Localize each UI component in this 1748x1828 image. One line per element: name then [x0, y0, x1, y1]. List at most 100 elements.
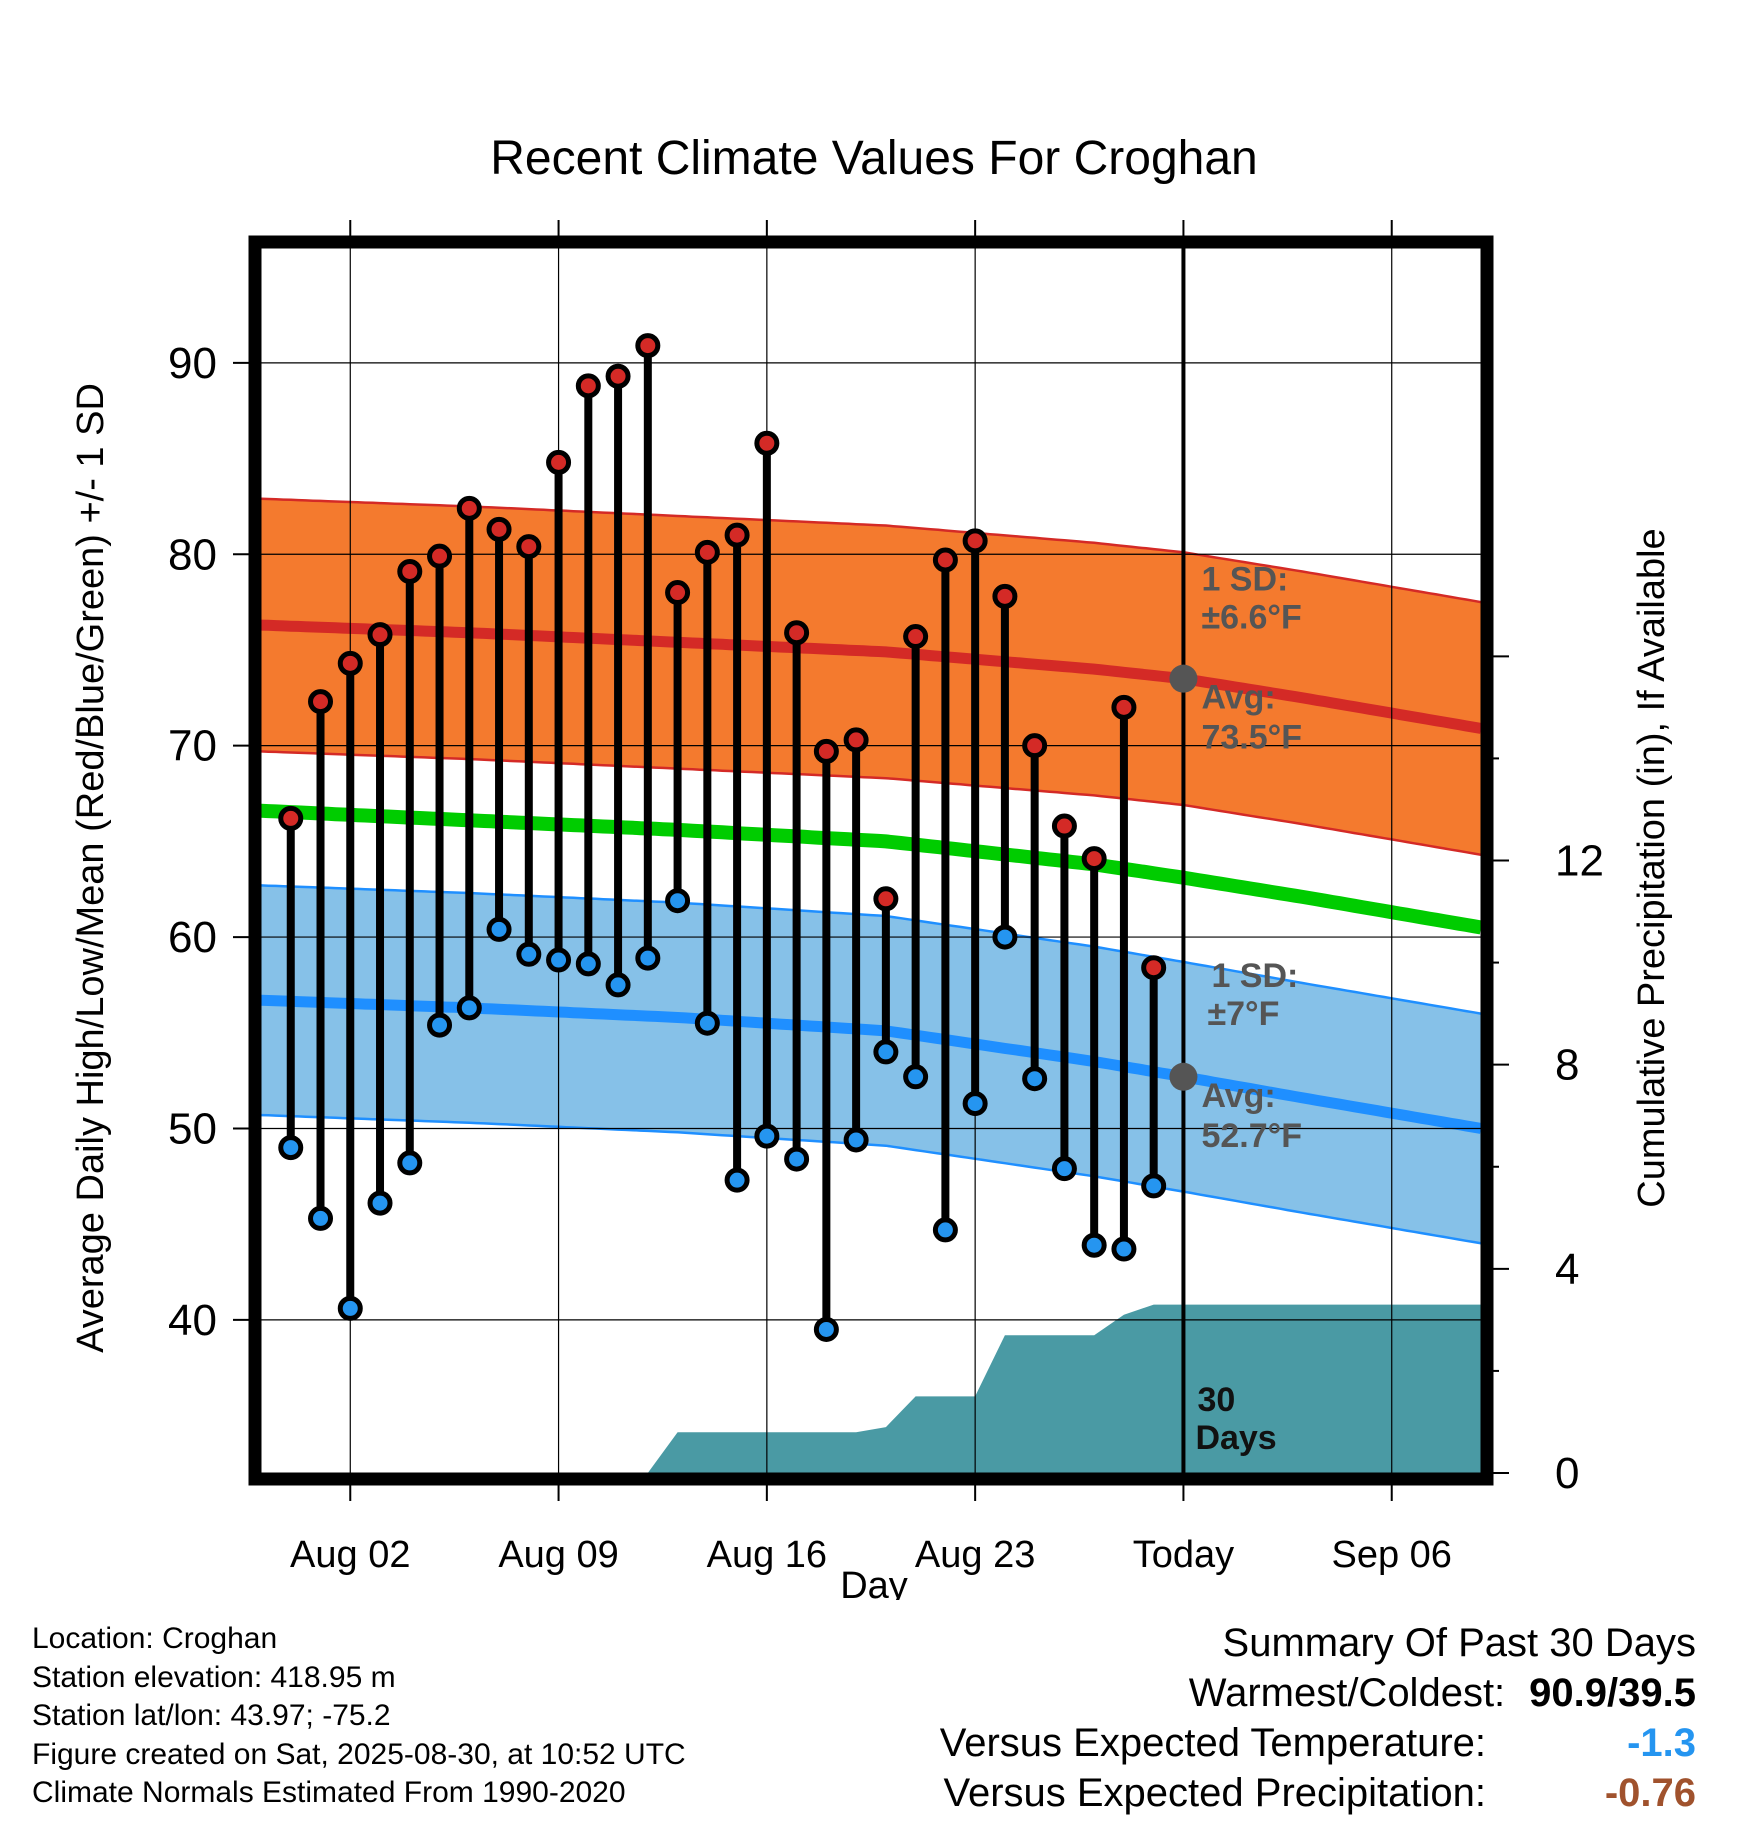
high-sd-value: ±6.6°F [1201, 599, 1301, 637]
daily-high-point [724, 522, 750, 548]
climate-chart: Recent Climate Values For Croghan 1 SD:±… [70, 132, 1673, 1600]
location-text: Location: Croghan [32, 1622, 278, 1655]
daily-high-point [843, 727, 869, 753]
created-text: Figure created on Sat, 2025-08-30, at 10… [32, 1737, 686, 1771]
low-avg-label: Avg: [1201, 1077, 1275, 1115]
left-tick-label-60: 60 [168, 913, 217, 962]
daily-high-point [575, 373, 601, 399]
daily-high-point [308, 689, 334, 715]
daily-high-point [665, 580, 691, 606]
daily-low-point [367, 1190, 393, 1216]
daily-low-point [932, 1217, 958, 1243]
right-tick-label-4: 4 [1555, 1245, 1579, 1294]
daily-high-point [367, 622, 393, 648]
warmest-coldest-label: Warmest/Coldest: [1188, 1671, 1506, 1715]
daily-high-point [427, 543, 453, 569]
x-tick-label: Aug 02 [290, 1534, 410, 1576]
daily-low-point [1111, 1236, 1137, 1262]
avg-mean-line [261, 803, 1481, 935]
daily-low-point [1022, 1066, 1048, 1092]
daily-high-point [962, 528, 988, 554]
y-axis-label-left: Average Daily High/Low/Mean (Red/Blue/Gr… [70, 383, 112, 1353]
daily-high-point [516, 534, 542, 560]
daily-high-point [605, 363, 631, 389]
daily-low-point [308, 1205, 334, 1231]
daily-low-point [427, 1012, 453, 1038]
latlon-text: Station lat/lon: 43.97; -75.2 [32, 1699, 391, 1732]
high-avg-label: Avg: [1201, 679, 1275, 717]
high-band [261, 498, 1481, 855]
daily-high-point [1081, 846, 1107, 872]
daily-high-point [278, 805, 304, 831]
x-tick-label: Today [1133, 1534, 1234, 1576]
daily-high-point [1141, 955, 1167, 981]
daily-low-point [337, 1295, 363, 1321]
low-sd-label: 1 SD: [1211, 957, 1298, 995]
daily-low-point [962, 1091, 988, 1117]
daily-low-point [724, 1167, 750, 1193]
right-tick-label-8: 8 [1555, 1041, 1579, 1090]
high-sd-label: 1 SD: [1201, 561, 1288, 599]
left-tick-label-40: 40 [168, 1296, 217, 1345]
daily-high-point [456, 495, 482, 521]
daily-low-point [665, 888, 691, 914]
daily-low-point [605, 972, 631, 998]
left-tick-label-90: 90 [168, 339, 217, 388]
daily-high-point [1111, 694, 1137, 720]
precip-days-word: Days [1195, 1419, 1276, 1457]
normals-text: Climate Normals Estimated From 1990-2020 [32, 1776, 626, 1809]
daily-high-point [813, 738, 839, 764]
x-axis-label: Day [840, 1565, 908, 1600]
high-avg-value: 73.5°F [1201, 719, 1302, 757]
daily-low-point [992, 924, 1018, 950]
precip-days-number: 30 [1197, 1381, 1235, 1419]
daily-low-point [843, 1127, 869, 1153]
daily-high-point [1051, 813, 1077, 839]
y-axis-label-right: Cumulative Precipitation (in), If Availa… [1631, 528, 1673, 1207]
right-tick-label-0: 0 [1555, 1449, 1579, 1498]
low-avg-value: 52.7°F [1201, 1117, 1302, 1155]
daily-high-point [337, 650, 363, 676]
daily-low-point [903, 1064, 929, 1090]
daily-high-point [635, 333, 661, 359]
x-tick-label: Sep 06 [1332, 1534, 1452, 1576]
precip-value: -0.76 [1604, 1771, 1696, 1815]
daily-high-point [486, 516, 512, 542]
daily-low-point [456, 995, 482, 1021]
daily-low-point [694, 1010, 720, 1036]
x-tick-label: Aug 16 [707, 1534, 827, 1576]
left-tick-label-70: 70 [168, 722, 217, 771]
daily-low-point [1051, 1156, 1077, 1182]
low-band-upper-edge [261, 884, 1481, 1015]
daily-low-point [813, 1316, 839, 1342]
precipitation-area [647, 1304, 1481, 1473]
plot-content [261, 248, 1481, 1473]
summary-temperature: Versus Expected Temperature: -1.3 [940, 1718, 1696, 1768]
daily-high-point [784, 620, 810, 646]
daily-high-point [903, 624, 929, 650]
high-band-lower-edge [261, 750, 1481, 857]
station-info: Location: Croghan Station elevation: 418… [32, 1620, 686, 1813]
daily-low-point [754, 1123, 780, 1149]
x-tick-label: Aug 09 [498, 1534, 618, 1576]
daily-high-point [932, 547, 958, 573]
daily-low-point [635, 945, 661, 971]
low-sd-value: ±7°F [1207, 995, 1279, 1033]
daily-high-point [754, 430, 780, 456]
warmest-coldest-value: 90.9/39.5 [1529, 1671, 1696, 1715]
daily-high-point [1022, 733, 1048, 759]
daily-high-point [397, 558, 423, 584]
daily-high-point [873, 886, 899, 912]
temp-value: -1.3 [1627, 1721, 1696, 1765]
today-high-avg-marker [1169, 664, 1198, 693]
daily-high-point [992, 583, 1018, 609]
low-band [261, 885, 1481, 1244]
daily-low-point [1081, 1232, 1107, 1258]
left-tick-label-50: 50 [168, 1104, 217, 1153]
daily-low-point [486, 916, 512, 942]
daily-high-point [694, 539, 720, 565]
daily-low-point [278, 1135, 304, 1161]
left-tick-label-80: 80 [168, 530, 217, 579]
avg-high-line [261, 619, 1481, 734]
